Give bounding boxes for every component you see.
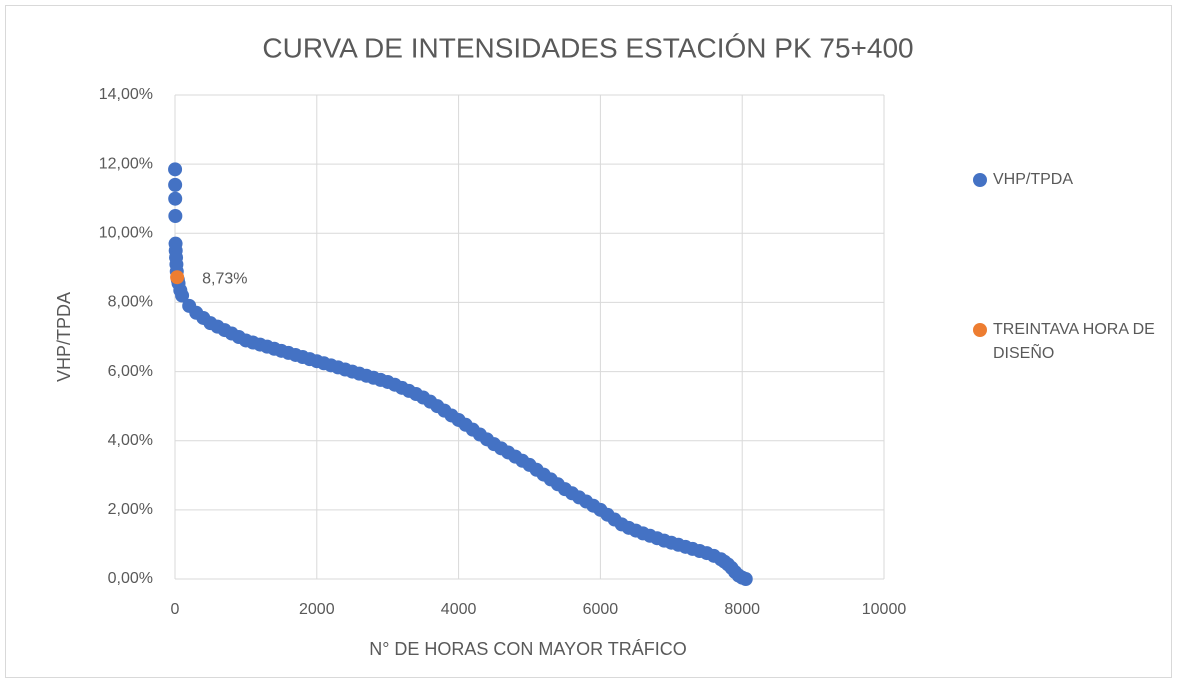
- point: [738, 572, 753, 586]
- y-tick-label: 6,00%: [108, 363, 153, 380]
- point: [168, 191, 183, 206]
- x-tick-label: 6000: [583, 601, 619, 618]
- y-tick-label: 2,00%: [108, 501, 153, 518]
- x-axis-title: N° DE HORAS CON MAYOR TRÁFICO: [369, 639, 687, 659]
- point: [168, 162, 183, 177]
- x-tick-label: 2000: [299, 601, 335, 618]
- point: [170, 270, 185, 285]
- point: [168, 209, 183, 223]
- x-tick-label: 8000: [724, 601, 760, 618]
- x-tick-label: 0: [171, 601, 180, 618]
- y-tick-label: 14,00%: [99, 86, 153, 103]
- chart-title: CURVA DE INTENSIDADES ESTACIÓN PK 75+400: [262, 32, 913, 63]
- y-tick-label: 10,00%: [99, 225, 153, 242]
- y-tick-label: 12,00%: [99, 155, 153, 172]
- x-tick-label: 4000: [441, 601, 477, 618]
- data-label: 8,73%: [202, 270, 247, 287]
- y-axis-title: VHP/TPDA: [54, 292, 74, 382]
- legend-label: TREINTAVA HORA DE DISEÑO: [993, 321, 1155, 362]
- point: [175, 288, 190, 303]
- y-tick-label: 0,00%: [108, 570, 153, 587]
- chart-border: [5, 5, 1172, 678]
- legend-marker: [973, 323, 987, 337]
- legend-marker: [973, 173, 987, 187]
- legend-label: VHP/TPDA: [993, 171, 1074, 188]
- y-tick-label: 4,00%: [108, 432, 153, 449]
- y-tick-label: 8,00%: [108, 294, 153, 311]
- point: [168, 177, 183, 192]
- x-tick-label: 10000: [862, 601, 907, 618]
